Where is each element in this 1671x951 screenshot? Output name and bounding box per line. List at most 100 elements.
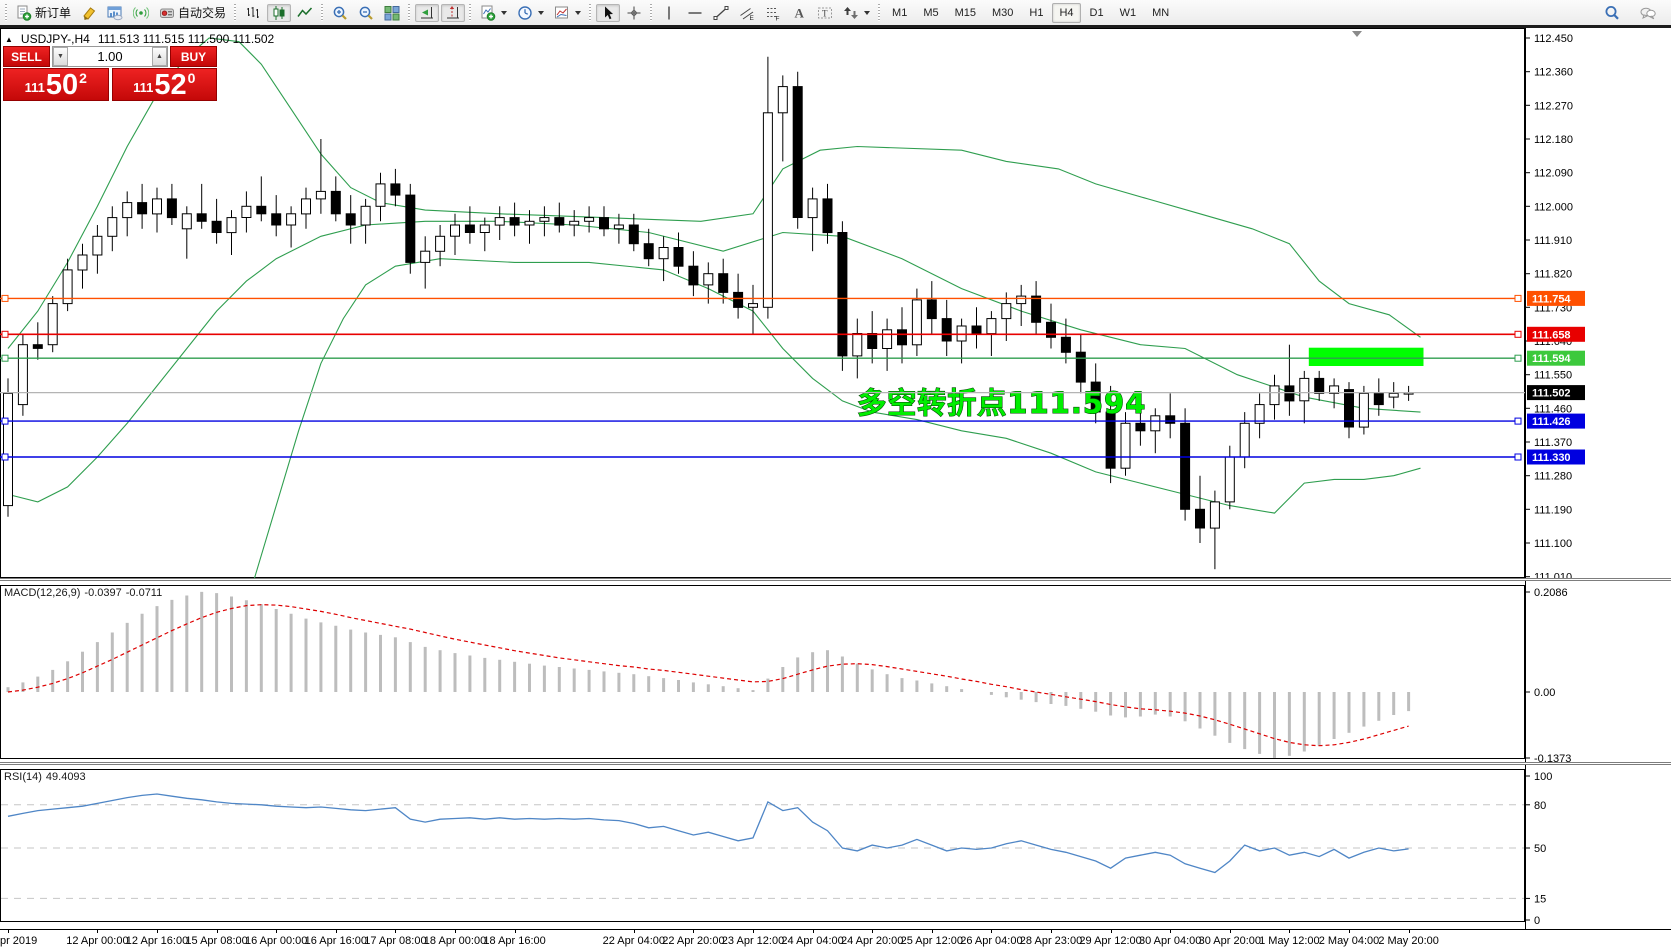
macd-main-value: -0.0397 xyxy=(84,587,122,599)
text-label-button[interactable]: T xyxy=(813,4,837,22)
zoom-out-button[interactable] xyxy=(354,4,378,22)
rsi-frame xyxy=(0,769,1525,922)
line-endpoint-marker[interactable] xyxy=(1,453,9,461)
line-endpoint-marker[interactable] xyxy=(1,330,9,338)
volume-decrease-button[interactable]: ▼ xyxy=(53,47,68,66)
svg-text:E: E xyxy=(750,15,755,21)
timeframe-m5[interactable]: M5 xyxy=(923,6,939,19)
line-endpoint-marker[interactable] xyxy=(1,294,9,302)
chevron-down-icon[interactable] xyxy=(501,10,508,15)
line-icon xyxy=(297,6,313,17)
main-chart-panel[interactable]: 多空转折点111.594 112.450 112.360 112.270 112.180… xyxy=(0,28,1671,578)
collapse-trade-panel-arrow[interactable]: ▲ xyxy=(5,34,13,44)
volume-increase-button[interactable]: ▲ xyxy=(152,47,167,66)
chart-shift-marker[interactable] xyxy=(1352,31,1362,37)
vline-button[interactable] xyxy=(657,4,681,22)
price-line-111.330[interactable] xyxy=(0,453,1522,461)
templates-button[interactable] xyxy=(550,4,585,22)
toolbar-grip[interactable] xyxy=(649,4,655,21)
toolbar-grip[interactable] xyxy=(4,4,9,21)
timeframe-mn[interactable]: MN xyxy=(1152,6,1170,19)
auto-trading-button[interactable]: 自动交易 xyxy=(155,4,230,22)
timeframe-m30[interactable]: M30 xyxy=(992,6,1014,19)
macd-indicator-panel[interactable]: 0.2086 0.00 -0.1373 MACD(12,26,9) -0.0397 -0… xyxy=(0,581,1671,762)
toolbar-grip[interactable] xyxy=(320,4,326,21)
timeframe-w1[interactable]: W1 xyxy=(1119,6,1137,19)
toolbar-grip[interactable] xyxy=(588,4,594,21)
volume-control: ▼ ▲ xyxy=(52,46,168,67)
toolbar-grip[interactable] xyxy=(407,4,413,21)
price-line-111.426[interactable] xyxy=(0,417,1522,425)
candlestick-chart-button[interactable] xyxy=(267,3,292,22)
sell-price-display[interactable]: 111 50 2 xyxy=(3,68,109,101)
indicators-button[interactable] xyxy=(476,4,511,22)
crosshair-button[interactable] xyxy=(622,4,646,22)
sell-button[interactable]: SELL xyxy=(3,46,50,67)
text-icon: A xyxy=(795,5,805,20)
timeframe-h1[interactable]: H1 xyxy=(1029,6,1044,19)
channel-button[interactable]: E xyxy=(735,4,759,22)
candle xyxy=(941,299,952,356)
bar-chart-button[interactable] xyxy=(241,4,265,22)
new-order-button[interactable]: 新订单 xyxy=(12,4,75,22)
line-endpoint-marker[interactable] xyxy=(1,417,9,425)
candle xyxy=(658,236,669,282)
line-endpoint-marker[interactable] xyxy=(1,354,9,362)
panel-separator-2[interactable] xyxy=(0,762,1671,765)
search-button[interactable] xyxy=(1600,4,1624,22)
line-endpoint-marker[interactable] xyxy=(1514,294,1522,302)
toolbar-grip[interactable] xyxy=(877,4,883,21)
chevron-down-icon[interactable] xyxy=(575,10,582,15)
chevron-down-icon[interactable] xyxy=(864,10,871,15)
panel-separator-1[interactable] xyxy=(0,578,1671,581)
line-endpoint-marker[interactable] xyxy=(1514,354,1522,362)
community-button[interactable] xyxy=(1636,4,1660,22)
candle xyxy=(1388,382,1399,409)
line-endpoint-marker[interactable] xyxy=(1514,417,1522,425)
line-endpoint-marker[interactable] xyxy=(1514,453,1522,461)
periods-button[interactable] xyxy=(513,4,548,22)
hline-button[interactable] xyxy=(683,4,707,22)
buy-button[interactable]: BUY xyxy=(170,46,217,67)
chart-shift-button[interactable] xyxy=(441,3,466,22)
time-axis-label: 28 Apr 23:00 xyxy=(1019,935,1083,947)
toolbar-group xyxy=(240,0,318,25)
rsi-indicator-panel[interactable]: 100 80 50 15 0 RSI(14) 49.4093 xyxy=(0,765,1671,929)
timeframe-h4[interactable]: H4 xyxy=(1052,2,1081,23)
toolbar-grip[interactable] xyxy=(233,4,239,21)
timeframe-m15[interactable]: M15 xyxy=(954,6,976,19)
price-line-111.594[interactable] xyxy=(0,354,1522,362)
price-line-111.658[interactable] xyxy=(0,330,1522,338)
time-axis-label: 11 Apr 2019 xyxy=(0,935,38,947)
price-line-111.754[interactable] xyxy=(0,294,1522,302)
timeframe-m1[interactable]: M1 xyxy=(892,6,908,19)
highlight-rectangle[interactable] xyxy=(1308,347,1424,366)
svg-text:111.330: 111.330 xyxy=(1532,452,1571,464)
auto-scroll-button[interactable] xyxy=(415,3,440,22)
buy-price-display[interactable]: 111 52 0 xyxy=(111,68,217,101)
candle xyxy=(643,228,654,267)
fibonacci-button[interactable]: F xyxy=(761,4,785,22)
line-endpoint-marker[interactable] xyxy=(1514,330,1522,338)
chart-window-button[interactable] xyxy=(103,4,127,22)
time-axis-label: 29 Apr 12:00 xyxy=(1079,935,1142,947)
volume-input[interactable] xyxy=(68,47,152,66)
trendline-button[interactable] xyxy=(709,4,733,22)
cursor-button[interactable] xyxy=(596,3,621,22)
main-chart-canvas[interactable]: 多空转折点111.594 112.450 112.360 112.270 112.180… xyxy=(0,28,1671,578)
highlighter-button[interactable] xyxy=(77,4,101,22)
trend-turning-point-annotation[interactable]: 多空转折点111.594 xyxy=(857,385,1146,420)
arrows-button[interactable] xyxy=(839,4,874,22)
candle xyxy=(1060,318,1071,364)
text-button[interactable]: A xyxy=(787,4,811,22)
line-chart-button[interactable] xyxy=(293,4,317,22)
svg-text:111.502: 111.502 xyxy=(1532,388,1571,400)
zoom-in-button[interactable] xyxy=(328,4,352,22)
signal-button[interactable] xyxy=(129,4,153,22)
price-axis[interactable]: 112.450 112.360 112.270 112.180 112.090 112.0… xyxy=(1525,28,1585,578)
tile-windows-button[interactable] xyxy=(380,4,404,22)
chevron-down-icon[interactable] xyxy=(538,10,545,15)
toolbar-grip[interactable] xyxy=(468,4,474,21)
timeframe-d1[interactable]: D1 xyxy=(1089,6,1104,19)
